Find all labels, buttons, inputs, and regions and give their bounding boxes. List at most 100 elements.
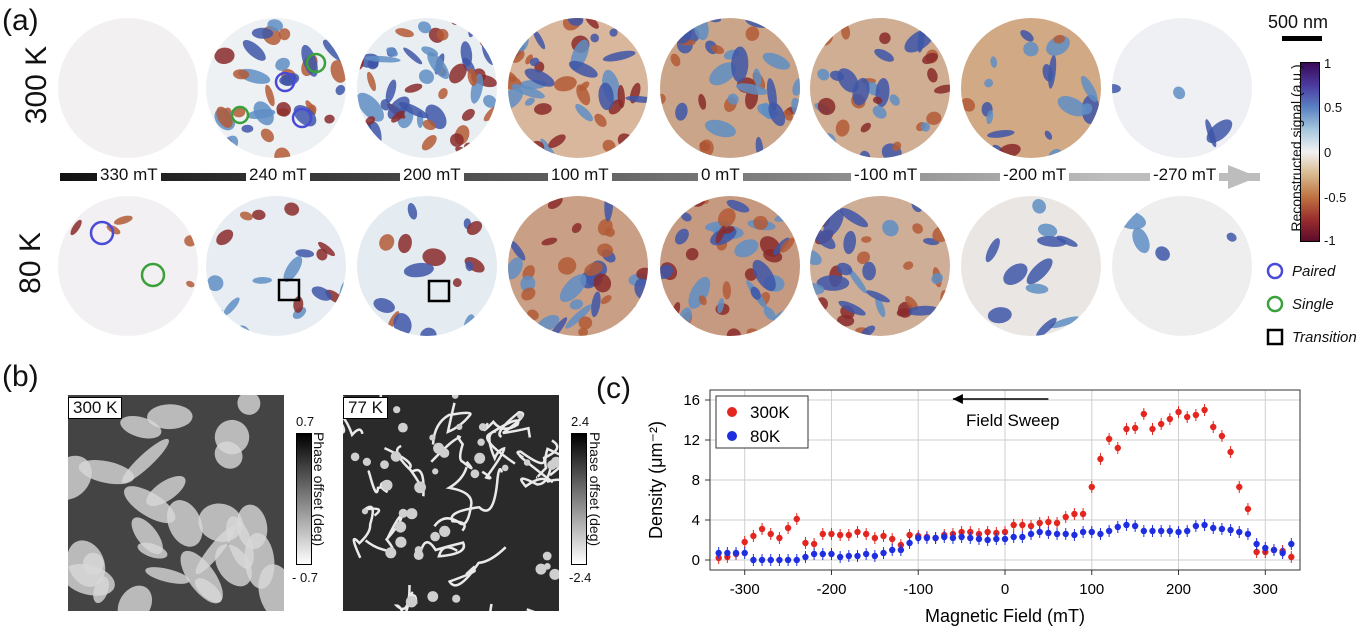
bottom-row-image-1 bbox=[58, 196, 198, 336]
data-point-300K bbox=[784, 524, 792, 532]
legend-transition: Transition bbox=[1266, 328, 1357, 346]
legend-marker-80K bbox=[727, 431, 737, 441]
data-point-300K bbox=[1288, 553, 1295, 561]
top-row-image-8 bbox=[1112, 18, 1252, 158]
data-point-300K bbox=[819, 530, 826, 538]
data-point-80K bbox=[1131, 522, 1139, 530]
bottom-row-image-3 bbox=[357, 196, 497, 336]
data-point-80K bbox=[1097, 530, 1104, 538]
data-point-80K bbox=[915, 534, 922, 542]
x-tick-label: 100 bbox=[1079, 581, 1104, 598]
top-row-image-4 bbox=[508, 18, 648, 158]
data-point-300K bbox=[1244, 505, 1252, 513]
bottom-row-image-8 bbox=[1112, 196, 1252, 336]
colorbar-a-title: Reconstructed signal (a.u.) bbox=[1288, 64, 1304, 232]
data-point-300K bbox=[889, 535, 896, 543]
field-label: 200 mT bbox=[400, 165, 464, 185]
data-point-300K bbox=[750, 532, 757, 540]
data-point-300K bbox=[1097, 455, 1104, 463]
data-point-80K bbox=[750, 556, 757, 564]
paired-legend-icon bbox=[1266, 262, 1284, 280]
data-point-80K bbox=[923, 534, 931, 542]
panel-a-label: (a) bbox=[2, 4, 39, 37]
data-point-80K bbox=[993, 535, 1000, 543]
data-point-80K bbox=[897, 546, 905, 554]
data-point-300K bbox=[1218, 432, 1226, 440]
phase-image-300k bbox=[68, 395, 284, 611]
legend-single: Single bbox=[1266, 295, 1334, 313]
data-point-80K bbox=[793, 556, 800, 564]
row-label-300k: 300 K bbox=[20, 45, 54, 125]
x-tick-label: -100 bbox=[903, 581, 933, 598]
data-point-300K bbox=[871, 534, 879, 542]
field-label: 0 mT bbox=[698, 165, 743, 185]
data-point-80K bbox=[758, 556, 766, 564]
bottom-row-image-7 bbox=[961, 196, 1101, 336]
data-point-300K bbox=[828, 530, 835, 538]
data-point-80K bbox=[1288, 540, 1295, 548]
field-label: -200 mT bbox=[1000, 165, 1070, 185]
field-label: 330 mT bbox=[97, 165, 161, 185]
transition-legend-icon bbox=[1266, 328, 1284, 346]
top-row-image-1 bbox=[58, 18, 198, 158]
data-point-80K bbox=[1218, 525, 1226, 533]
data-point-300K bbox=[1027, 522, 1035, 530]
data-point-300K bbox=[1088, 483, 1095, 491]
data-point-300K bbox=[1019, 521, 1026, 529]
data-point-80K bbox=[906, 539, 913, 547]
data-point-80K bbox=[958, 533, 965, 541]
data-point-80K bbox=[984, 536, 991, 544]
data-point-300K bbox=[793, 515, 800, 523]
data-point-300K bbox=[1175, 408, 1182, 416]
data-point-300K bbox=[1079, 510, 1087, 518]
data-point-80K bbox=[967, 534, 974, 542]
data-point-80K bbox=[1062, 530, 1069, 538]
data-point-80K bbox=[975, 535, 983, 543]
colorbar-b-right bbox=[571, 433, 587, 565]
data-point-80K bbox=[949, 534, 957, 542]
data-point-300K bbox=[1036, 519, 1043, 527]
field-label: -100 mT bbox=[851, 165, 921, 185]
data-point-80K bbox=[819, 550, 826, 558]
colorbar-b-left bbox=[296, 433, 312, 565]
phase-image-300k-label: 300 K bbox=[68, 397, 123, 419]
data-point-80K bbox=[715, 549, 722, 557]
data-point-300K bbox=[1045, 518, 1052, 526]
data-point-80K bbox=[1236, 528, 1243, 536]
legend-transition-label: Transition bbox=[1292, 328, 1357, 346]
data-point-300K bbox=[1253, 548, 1260, 556]
data-point-80K bbox=[1140, 527, 1148, 535]
colorbar-a-tick: 0.5 bbox=[1324, 100, 1343, 115]
data-point-80K bbox=[828, 550, 835, 558]
data-point-80K bbox=[810, 550, 818, 558]
row-label-80k: 80 K bbox=[13, 232, 47, 294]
data-point-300K bbox=[1192, 411, 1200, 419]
data-point-80K bbox=[1149, 527, 1156, 535]
y-tick-label: 12 bbox=[683, 432, 700, 449]
field-label: 100 mT bbox=[548, 165, 612, 185]
data-point-300K bbox=[1149, 425, 1156, 433]
top-row-image-2 bbox=[206, 18, 346, 158]
data-point-80K bbox=[776, 556, 783, 564]
data-point-80K bbox=[854, 552, 861, 560]
bottom-row-image-5 bbox=[660, 196, 800, 336]
data-point-80K bbox=[836, 553, 844, 561]
panel-c-label: (c) bbox=[596, 372, 631, 405]
data-point-80K bbox=[1279, 549, 1286, 557]
y-tick-label: 8 bbox=[692, 472, 700, 489]
data-point-80K bbox=[1071, 531, 1078, 539]
data-point-80K bbox=[1253, 540, 1260, 548]
arrow-head-icon bbox=[1228, 165, 1258, 189]
data-point-80K bbox=[880, 549, 887, 557]
data-point-300K bbox=[1140, 410, 1148, 418]
data-point-80K bbox=[802, 553, 809, 561]
field-sweep-annotation: Field Sweep bbox=[966, 411, 1060, 430]
legend-single-label: Single bbox=[1292, 295, 1334, 313]
data-point-80K bbox=[1262, 544, 1269, 552]
data-point-80K bbox=[767, 556, 774, 564]
data-point-300K bbox=[854, 528, 861, 536]
data-point-300K bbox=[1001, 528, 1009, 536]
data-point-80K bbox=[1010, 533, 1017, 541]
y-axis-label: Density (μm⁻²) bbox=[646, 421, 666, 539]
data-point-80K bbox=[871, 552, 879, 560]
